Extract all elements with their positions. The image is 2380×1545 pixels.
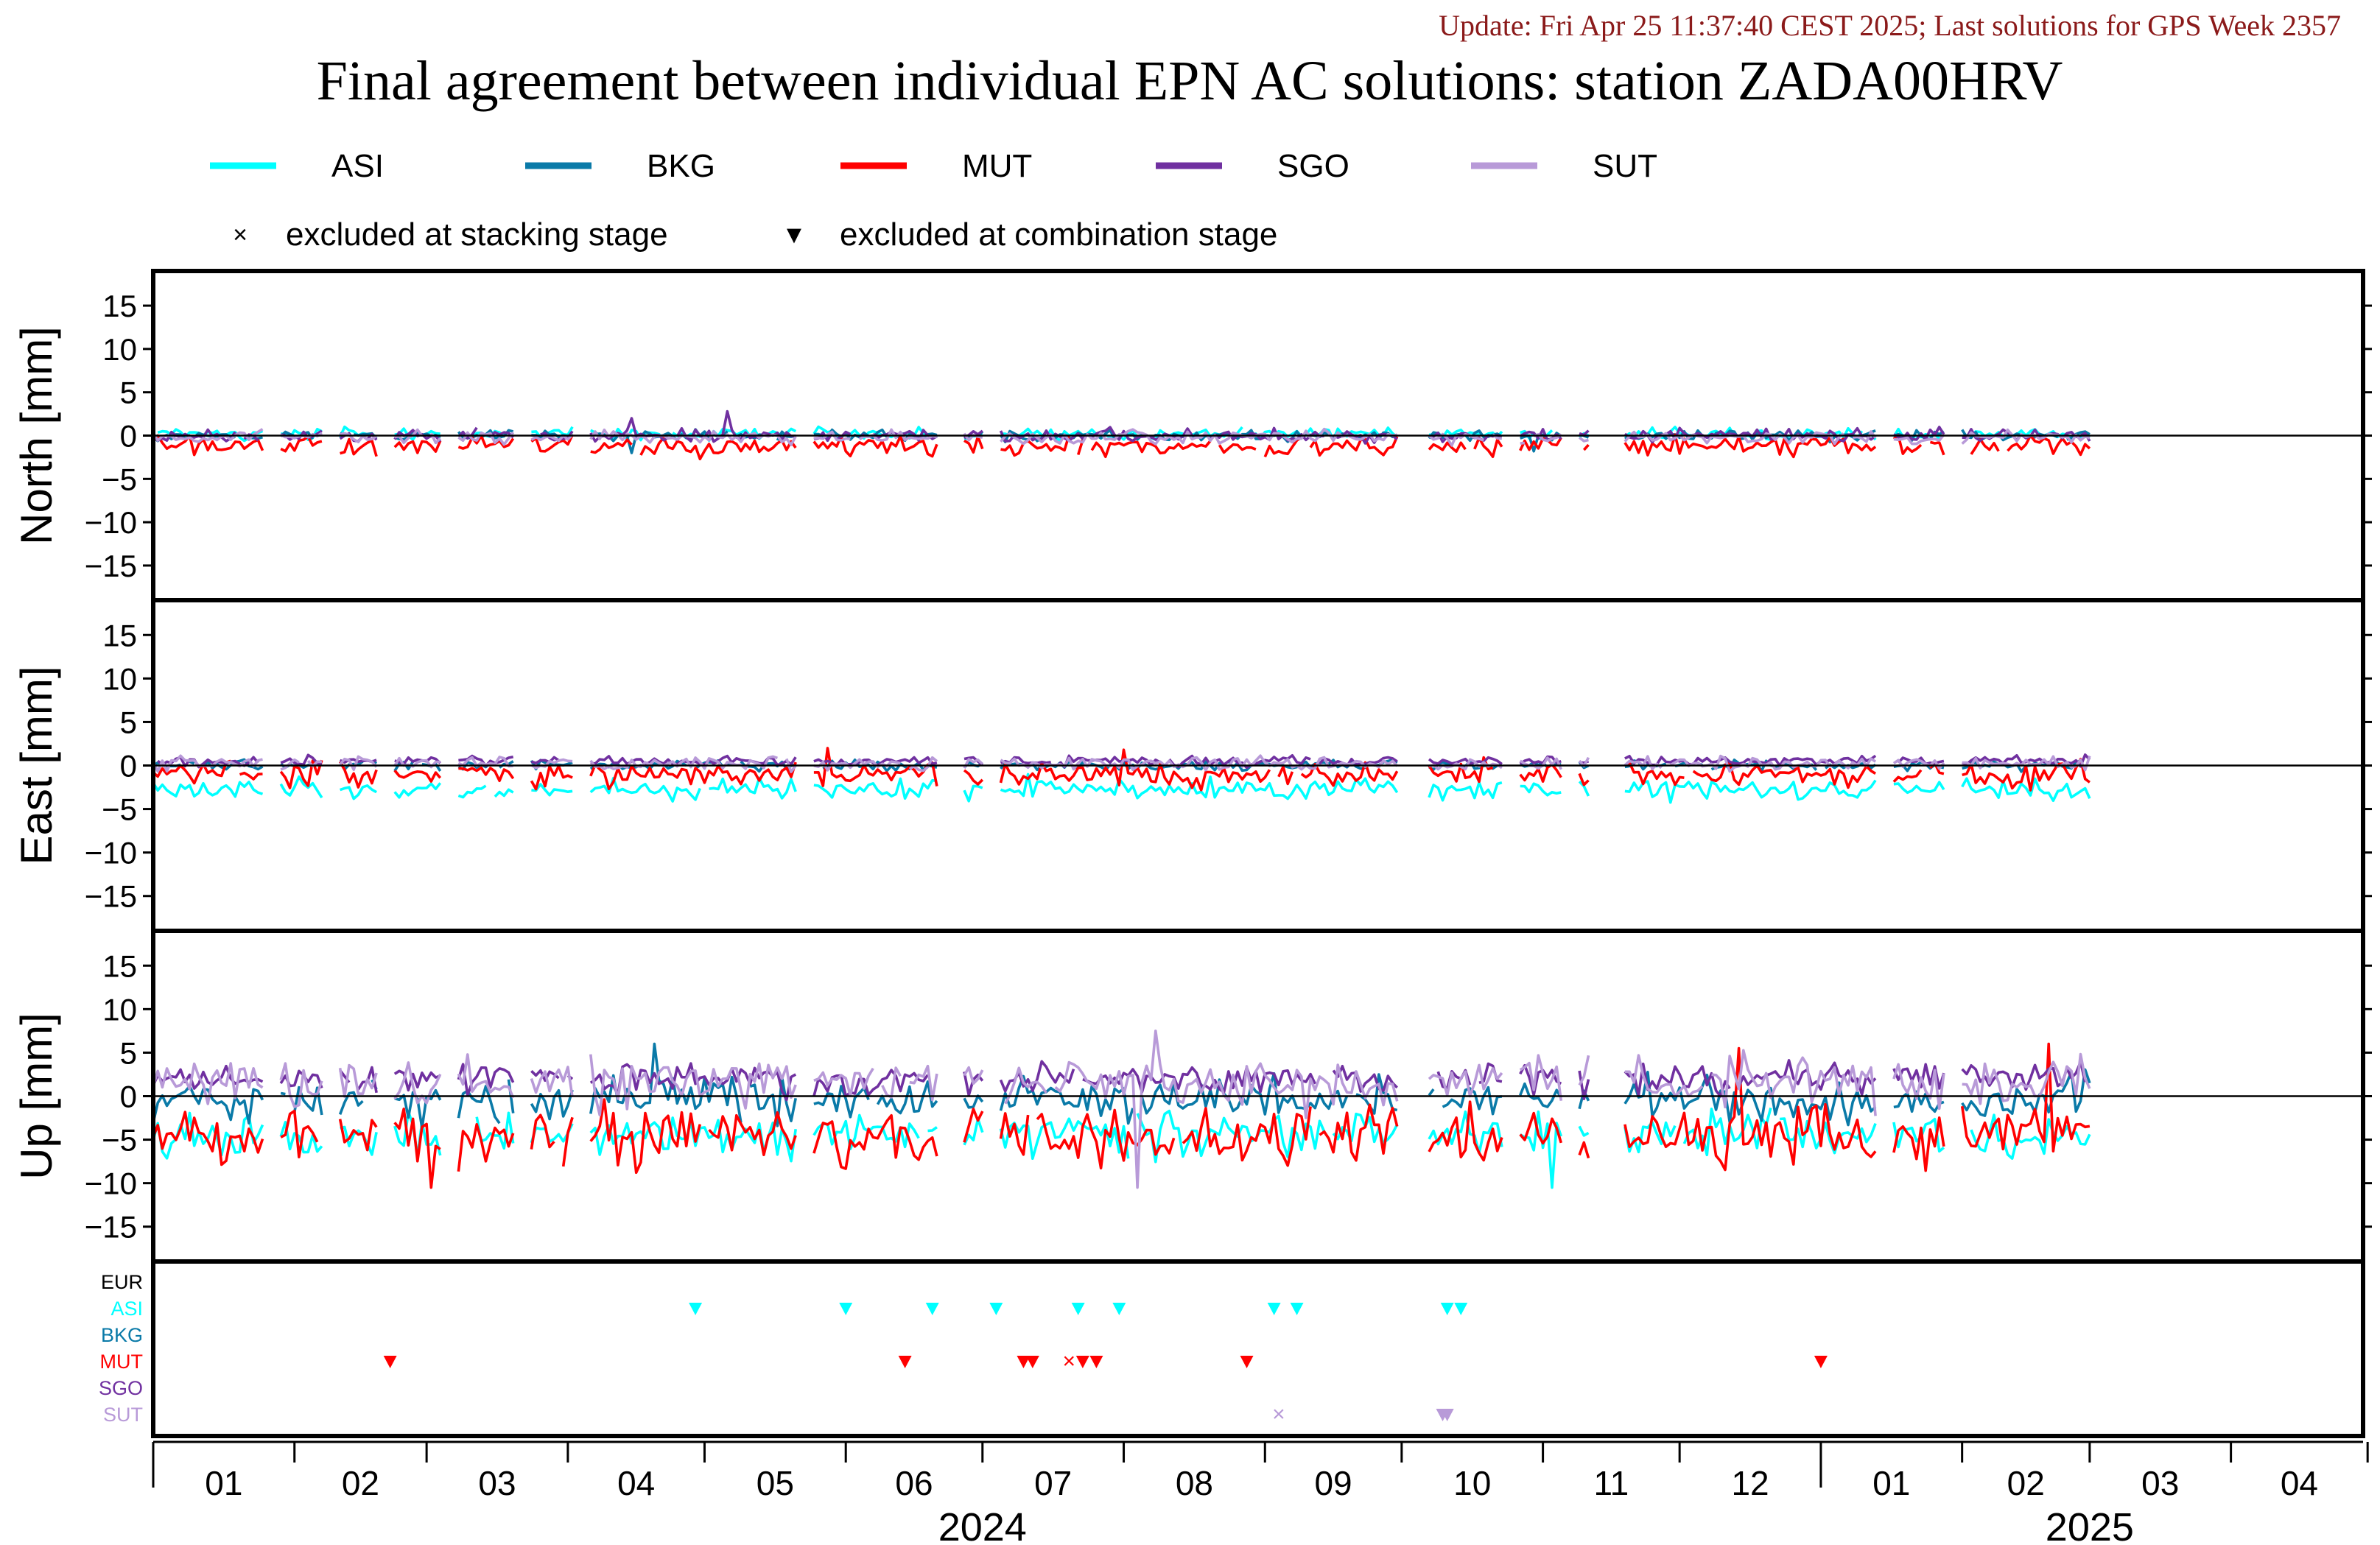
exclusion-marker-combination	[1454, 1303, 1468, 1315]
y-tick-label: 10	[102, 332, 137, 367]
legend-label-sgo: SGO	[1277, 148, 1349, 184]
exclusion-marker-combination	[925, 1303, 939, 1315]
x-month-label: 01	[205, 1464, 242, 1502]
x-month-label: 10	[1453, 1464, 1491, 1502]
exclusion-row-label-sut: SUT	[103, 1404, 143, 1426]
plot-panels: 15 10 5 0 −5 −10 −15 North [mm] 15 10 5 0 −5 −10 −15 Ea…	[12, 269, 2372, 1438]
y-tick-label: 10	[102, 661, 137, 696]
y-axis-label-up: Up [mm]	[12, 1013, 61, 1180]
series-line-up-mut	[153, 1042, 2091, 1189]
panel-up: 15 10 5 0 −5 −10 −15 Up [mm]	[12, 929, 2372, 1264]
exclusion-marker-combination	[839, 1303, 853, 1315]
exclusion-marker-combination	[989, 1303, 1003, 1315]
y-tick-label: −10	[85, 836, 137, 870]
x-month-label: 02	[342, 1464, 379, 1502]
x-month-label: 04	[2281, 1464, 2318, 1502]
x-month-label: 02	[2007, 1464, 2045, 1502]
exclusion-row-label-bkg: BKG	[101, 1324, 143, 1346]
exclusion-row-label-mut: MUT	[100, 1351, 143, 1373]
x-month-label: 01	[1872, 1464, 1910, 1502]
panel-north: 15 10 5 0 −5 −10 −15 North [mm]	[12, 269, 2372, 602]
exclusion-marker-combination	[1440, 1409, 1454, 1421]
y-tick-label: −5	[102, 1123, 137, 1158]
legend-marker-label: excluded at combination stage	[840, 217, 1277, 253]
y-tick-label: 0	[120, 1080, 137, 1114]
x-month-label: 04	[617, 1464, 655, 1502]
exclusion-marker-stacking: ×	[1272, 1402, 1285, 1426]
x-month-label: 09	[1314, 1464, 1352, 1502]
series-line-north-mut	[153, 433, 2091, 461]
exclusion-row-label-eur: EUR	[101, 1271, 143, 1293]
legend-label-mut: MUT	[962, 148, 1032, 184]
y-tick-label: 0	[120, 749, 137, 784]
y-tick-label: 0	[120, 419, 137, 454]
exclusion-marker-combination	[1071, 1303, 1085, 1315]
x-month-label: 12	[1731, 1464, 1769, 1502]
exclusion-marker-combination	[689, 1303, 703, 1315]
y-tick-label: 5	[120, 376, 137, 410]
y-axis-label-east: East [mm]	[12, 666, 61, 865]
exclusion-marker-combination	[1290, 1303, 1304, 1315]
x-month-label: 05	[757, 1464, 794, 1502]
exclusion-marker-combination	[898, 1356, 912, 1368]
y-tick-label: −5	[102, 792, 137, 827]
exclusion-row-label-asi: ASI	[110, 1298, 143, 1320]
x-month-label: 11	[1593, 1464, 1629, 1502]
exclusion-marker-combination	[1017, 1356, 1031, 1368]
exclusion-marker-combination	[1440, 1303, 1454, 1315]
series-line-east-mut	[153, 747, 2091, 792]
exclusion-marker-combination	[1814, 1356, 1828, 1368]
legend-label-asi: ASI	[331, 148, 384, 184]
legend-combination-marker-icon: ▼	[782, 221, 807, 249]
series-line-east-asi	[153, 772, 2091, 804]
panel-exclusions: EUR ASI BKG MUT SGO SUT × ×	[99, 1259, 2365, 1438]
y-tick-label: 5	[120, 705, 137, 739]
exclusion-marker-combination	[383, 1356, 397, 1368]
panel-east: 15 10 5 0 −5 −10 −15 East [mm]	[12, 598, 2372, 933]
y-tick-label: 15	[102, 949, 137, 983]
y-tick-label: 15	[102, 618, 137, 652]
exclusion-marker-stacking: ×	[1063, 1349, 1076, 1373]
exclusion-marker-combination	[1075, 1356, 1089, 1368]
chart-title: Final agreement between individual EPN A…	[317, 50, 2063, 112]
y-tick-label: −10	[85, 1166, 137, 1201]
exclusion-marker-combination	[1112, 1303, 1126, 1315]
x-month-label: 03	[2141, 1464, 2179, 1502]
x-month-label: 03	[478, 1464, 516, 1502]
exclusion-panel-frame	[151, 1259, 2365, 1438]
update-text: Update: Fri Apr 25 11:37:40 CEST 2025; L…	[1439, 9, 2341, 42]
x-axis: 01 02 03 04 05 06 07 08 09 10 11 12 01 02 03 04 2024 2025	[152, 1440, 2369, 1545]
legend-marker-label: excluded at stacking stage	[286, 217, 668, 253]
x-month-label: 06	[895, 1464, 933, 1502]
y-tick-label: −15	[85, 1210, 137, 1245]
exclusion-marker-combination	[1025, 1356, 1039, 1368]
x-year-label: 2024	[938, 1505, 1027, 1545]
legend-stacking-marker-icon: ×	[233, 221, 248, 249]
y-tick-label: −10	[85, 505, 137, 540]
exclusion-marker-combination	[1240, 1356, 1254, 1368]
y-tick-label: −15	[85, 549, 137, 583]
x-year-label: 2025	[2046, 1505, 2134, 1545]
y-tick-label: 10	[102, 992, 137, 1027]
y-tick-label: −15	[85, 879, 137, 914]
legend-label-bkg: BKG	[647, 148, 715, 184]
x-month-label: 07	[1034, 1464, 1072, 1502]
y-tick-label: 5	[120, 1035, 137, 1070]
legend: ASI BKG MUT SGO SUT × excluded at stacking sta…	[210, 148, 1657, 253]
exclusion-row-label-sgo: SGO	[99, 1377, 143, 1399]
x-month-label: 08	[1176, 1464, 1213, 1502]
legend-label-sut: SUT	[1593, 148, 1657, 184]
exclusion-marker-combination	[1089, 1356, 1103, 1368]
exclusion-marker-combination	[1267, 1303, 1281, 1315]
y-tick-label: 15	[102, 289, 137, 323]
y-tick-label: −5	[102, 462, 137, 496]
y-axis-label-north: North [mm]	[12, 326, 61, 545]
series-line-up-sut	[153, 1030, 2091, 1189]
